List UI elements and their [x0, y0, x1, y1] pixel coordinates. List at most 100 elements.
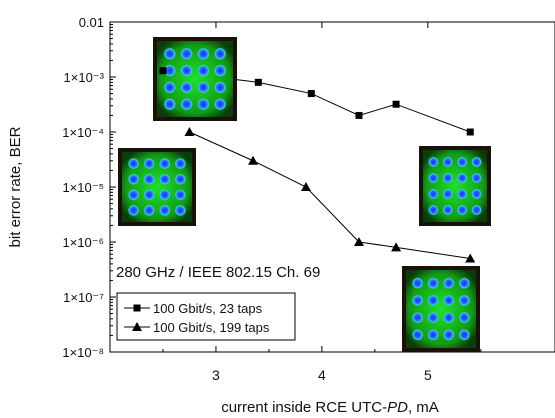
constellation-point — [442, 156, 454, 168]
constellation-insets — [118, 37, 491, 352]
constellation-point — [180, 97, 193, 111]
constellation-point — [180, 47, 193, 61]
series-line — [189, 131, 471, 260]
constellation-point — [456, 188, 468, 200]
constellation-point — [127, 204, 140, 217]
constellation-point — [442, 277, 455, 290]
x-axis-label-suffix: , mA — [408, 399, 439, 416]
constellation-point — [456, 204, 468, 216]
constellation-point — [163, 97, 177, 111]
series-markers — [159, 67, 476, 263]
constellation-point — [174, 204, 187, 217]
constellation-point — [180, 64, 193, 77]
constellation-point — [158, 188, 171, 201]
constellation-point — [163, 81, 177, 94]
data-point-square — [133, 304, 141, 312]
constellation-point — [174, 188, 187, 201]
constellation-point — [163, 47, 177, 61]
constellation-point — [456, 156, 468, 168]
constellation-point — [197, 47, 210, 61]
series-lines — [162, 70, 471, 260]
data-point-triangle — [248, 155, 259, 165]
constellation-point — [442, 204, 454, 216]
y-tick-label: 1×10⁻⁸ — [62, 345, 104, 360]
constellation-point — [197, 64, 210, 77]
constellation-inset — [402, 266, 480, 352]
y-axis-label: bit error rate, BER — [7, 126, 24, 247]
constellation-point — [442, 172, 454, 184]
constellation-point — [174, 173, 187, 186]
constellation-point — [458, 294, 471, 307]
constellation-point — [427, 294, 440, 307]
constellation-point — [427, 328, 440, 341]
constellation-point — [158, 157, 171, 170]
constellation-point — [471, 156, 482, 168]
x-axis-label-italic: PD — [387, 399, 408, 416]
legend: 100 Gbit/s, 23 taps 100 Gbit/s, 199 taps — [116, 292, 296, 341]
x-axis-label-prefix: current inside RCE UTC- — [221, 399, 387, 416]
constellation-point — [174, 157, 187, 170]
data-point-square — [466, 128, 474, 136]
constellation-point — [411, 328, 424, 341]
constellation-point — [143, 173, 156, 186]
constellation-point — [158, 204, 171, 217]
legend-label: 100 Gbit/s, 23 taps — [153, 301, 263, 316]
constellation-inset — [118, 148, 196, 226]
data-point-square — [355, 111, 363, 119]
constellation-point — [471, 204, 482, 216]
constellation-point — [427, 311, 440, 324]
data-point-square — [254, 78, 262, 86]
constellation-point — [127, 188, 140, 201]
constellation-point — [471, 172, 482, 184]
constellation-point — [442, 188, 454, 200]
y-axis: 0.01 1×10⁻³ 1×10⁻⁴ 1×10⁻⁵ 1×10⁻⁶ 1×10⁻⁷ 1×10⁻⁸ — [62, 15, 116, 360]
constellation-point — [213, 81, 227, 94]
constellation-point — [428, 172, 439, 184]
constellation-point — [143, 157, 156, 170]
constellation-point — [213, 97, 227, 111]
y-tick-label: 1×10⁻⁷ — [63, 290, 104, 305]
constellation-point — [428, 204, 439, 216]
constellation-point — [411, 277, 424, 290]
constellation-point — [127, 157, 140, 170]
x-axis-label: current inside RCE UTC-PD, mA — [221, 399, 439, 416]
constellation-point — [158, 173, 171, 186]
constellation-point — [127, 173, 140, 186]
x-tick-label: 4 — [318, 367, 326, 383]
y-tick-label: 1×10⁻⁵ — [62, 180, 104, 195]
data-point-triangle — [353, 237, 364, 246]
x-tick-label: 5 — [424, 367, 432, 383]
y-tick-label: 1×10⁻³ — [64, 70, 105, 85]
legend-box — [116, 292, 296, 341]
x-tick-label: 3 — [212, 367, 220, 383]
constellation-point — [411, 294, 424, 307]
constellation-point — [428, 156, 439, 168]
series-line — [162, 70, 471, 133]
data-point-square — [392, 100, 400, 108]
constellation-point — [180, 81, 193, 94]
constellation-point — [143, 188, 156, 201]
data-point-triangle — [391, 242, 402, 252]
data-point-triangle — [184, 127, 195, 136]
constellation-point — [213, 47, 227, 61]
data-point-triangle — [132, 322, 142, 331]
legend-label: 100 Gbit/s, 199 taps — [153, 320, 270, 335]
data-point-triangle — [465, 253, 476, 263]
constellation-inset — [419, 146, 491, 226]
constellation-point — [458, 277, 471, 290]
constellation-point — [456, 172, 468, 184]
constellation-point — [442, 311, 455, 324]
constellation-point — [458, 311, 471, 324]
data-point-triangle — [301, 182, 312, 191]
data-point-square — [307, 90, 315, 98]
y-tick-label: 1×10⁻⁶ — [63, 235, 105, 250]
constellation-point — [163, 64, 177, 77]
y-tick-label: 0.01 — [79, 15, 104, 30]
constellation-point — [442, 294, 455, 307]
constellation-point — [197, 81, 210, 94]
constellation-inset — [153, 37, 237, 121]
constellation-point — [458, 328, 471, 341]
constellation-point — [427, 277, 440, 290]
constellation-point — [471, 188, 482, 200]
constellation-point — [442, 328, 455, 341]
